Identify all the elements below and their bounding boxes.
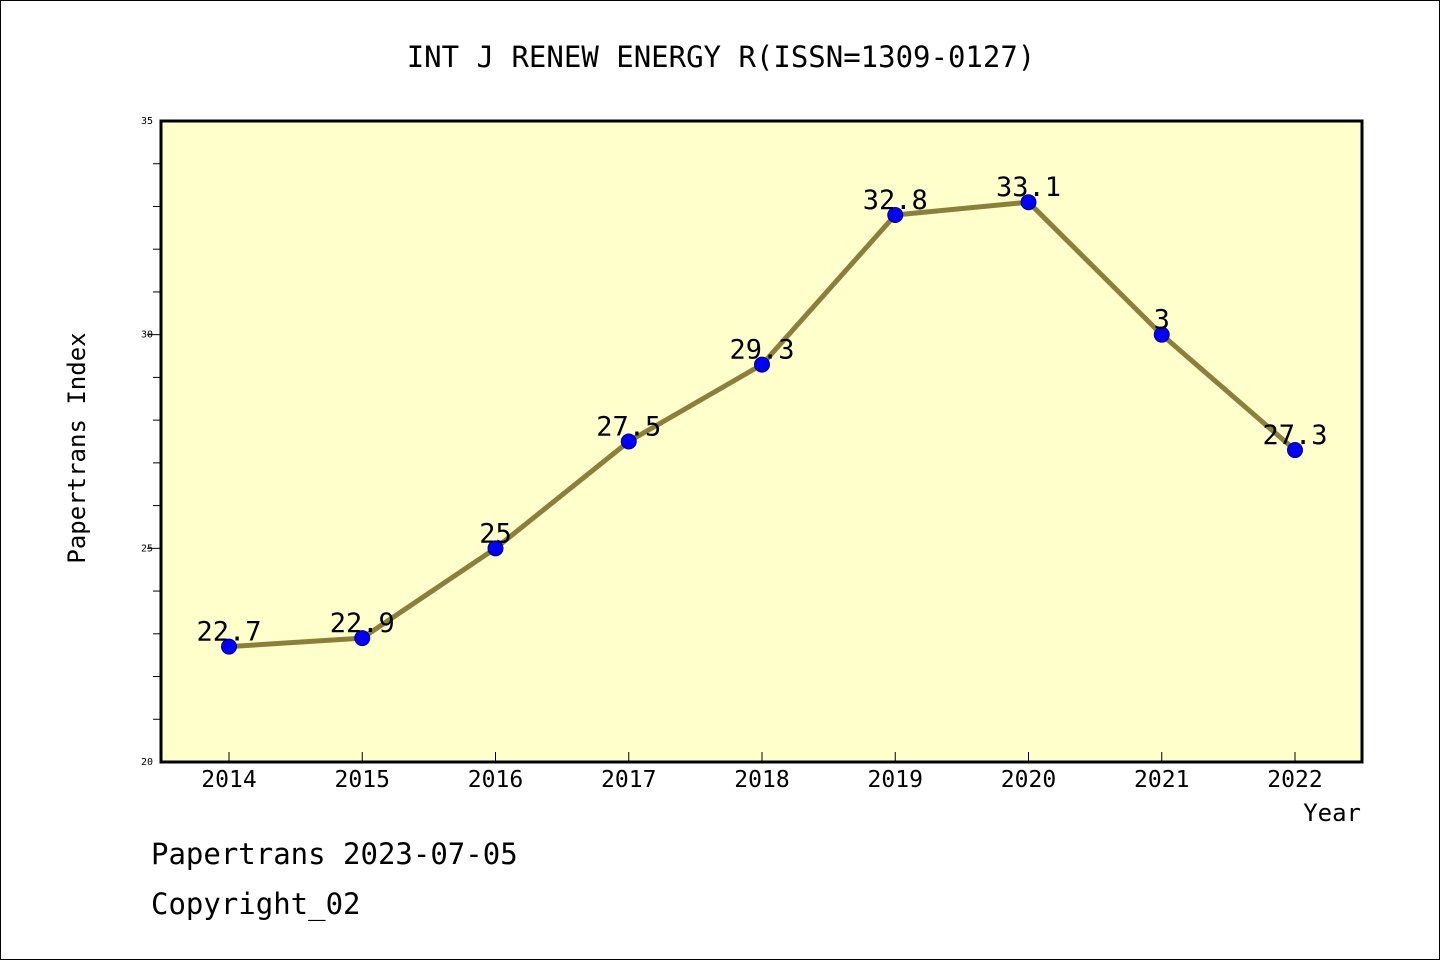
data-label: 27.5	[596, 412, 661, 443]
data-label: 27.3	[1262, 420, 1327, 451]
data-point	[754, 356, 770, 373]
data-label: 32.8	[863, 185, 928, 216]
y-tick-label: 30	[141, 330, 153, 341]
x-tick-label: 2021	[1134, 767, 1189, 793]
x-tick-label: 2020	[1001, 767, 1056, 793]
data-label: 22.7	[196, 617, 261, 648]
data-point	[1287, 442, 1303, 459]
x-tick-label: 2018	[734, 767, 789, 793]
y-tick-label: 25	[141, 543, 153, 554]
data-label: 22.9	[330, 608, 395, 639]
data-point	[887, 207, 904, 224]
data-point	[620, 433, 637, 450]
y-tick-label: 20	[141, 757, 153, 768]
x-tick-label: 2017	[601, 767, 656, 793]
footer-date-line: Papertrans 2023-07-05	[151, 837, 518, 871]
data-label: 3	[1154, 305, 1170, 336]
series-0: 22.7 22.9 25 27.5 29.3 32.8 33.1 3 27.3	[196, 172, 1328, 655]
footer-copyright-line: Copyright_02	[151, 887, 361, 921]
data-point	[487, 540, 504, 557]
chart-title: INT J RENEW ENERGY R(ISSN=1309-0127)	[407, 40, 1036, 74]
x-tick-label: 2019	[868, 767, 923, 793]
data-label: 25	[479, 518, 512, 549]
data-label: 33.1	[996, 172, 1061, 203]
x-tick-label: 2014	[201, 767, 256, 793]
y-axis-label: Papertrans Index	[63, 332, 91, 563]
data-label: 29.3	[729, 335, 794, 366]
x-tick-label: 2022	[1267, 767, 1322, 793]
plot-area	[159, 119, 1364, 764]
data-point	[354, 630, 371, 647]
data-point	[1153, 326, 1170, 343]
data-point	[221, 638, 237, 655]
data-point	[1020, 194, 1037, 211]
x-tick-label: 2015	[335, 767, 390, 793]
y-tick-label: 35	[141, 116, 153, 127]
x-axis-label: Year	[1303, 799, 1361, 827]
x-tick-label: 2016	[468, 767, 523, 793]
x-axis: 2014 2015 2016 2017 2018 2019 2020 2021 2022	[201, 752, 1323, 793]
y-axis: 20 25 30 35	[141, 116, 161, 768]
